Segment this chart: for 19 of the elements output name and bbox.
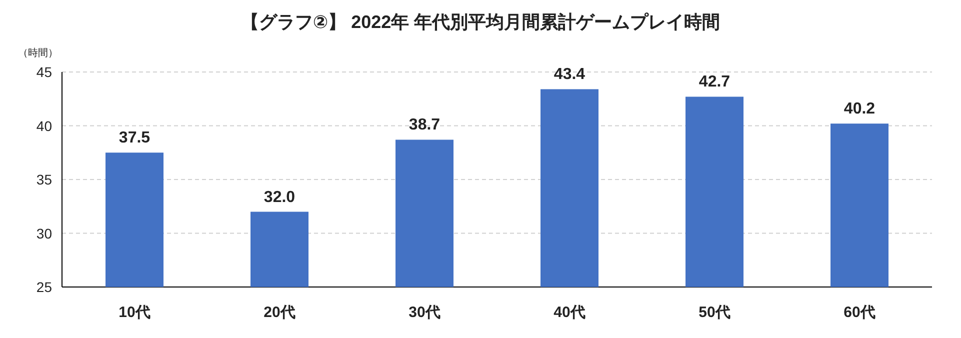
chart-title: 【グラフ②】 2022年 年代別平均月間累計ゲームプレイ時間 [240,12,720,32]
data-label: 40.2 [844,100,876,118]
y-tick-label: 25 [36,279,52,295]
x-tick-label: 20代 [264,304,296,321]
x-tick-label: 30代 [408,304,440,321]
y-tick-label: 40 [36,118,52,134]
x-tick-label: 10代 [118,304,150,321]
data-label: 43.4 [554,66,586,84]
data-label: 32.0 [264,188,296,206]
data-label: 42.7 [698,74,730,91]
x-tick-label: 50代 [698,304,730,321]
x-tick-label: 40代 [554,304,586,321]
data-label: 38.7 [408,116,440,134]
y-tick-label: 35 [36,172,52,188]
y-tick-label: 30 [36,225,52,242]
data-label: 37.5 [118,130,150,147]
x-tick-label: 60代 [844,304,876,321]
y-axis-title: （時間） [18,47,58,59]
y-tick-label: 45 [36,64,52,80]
